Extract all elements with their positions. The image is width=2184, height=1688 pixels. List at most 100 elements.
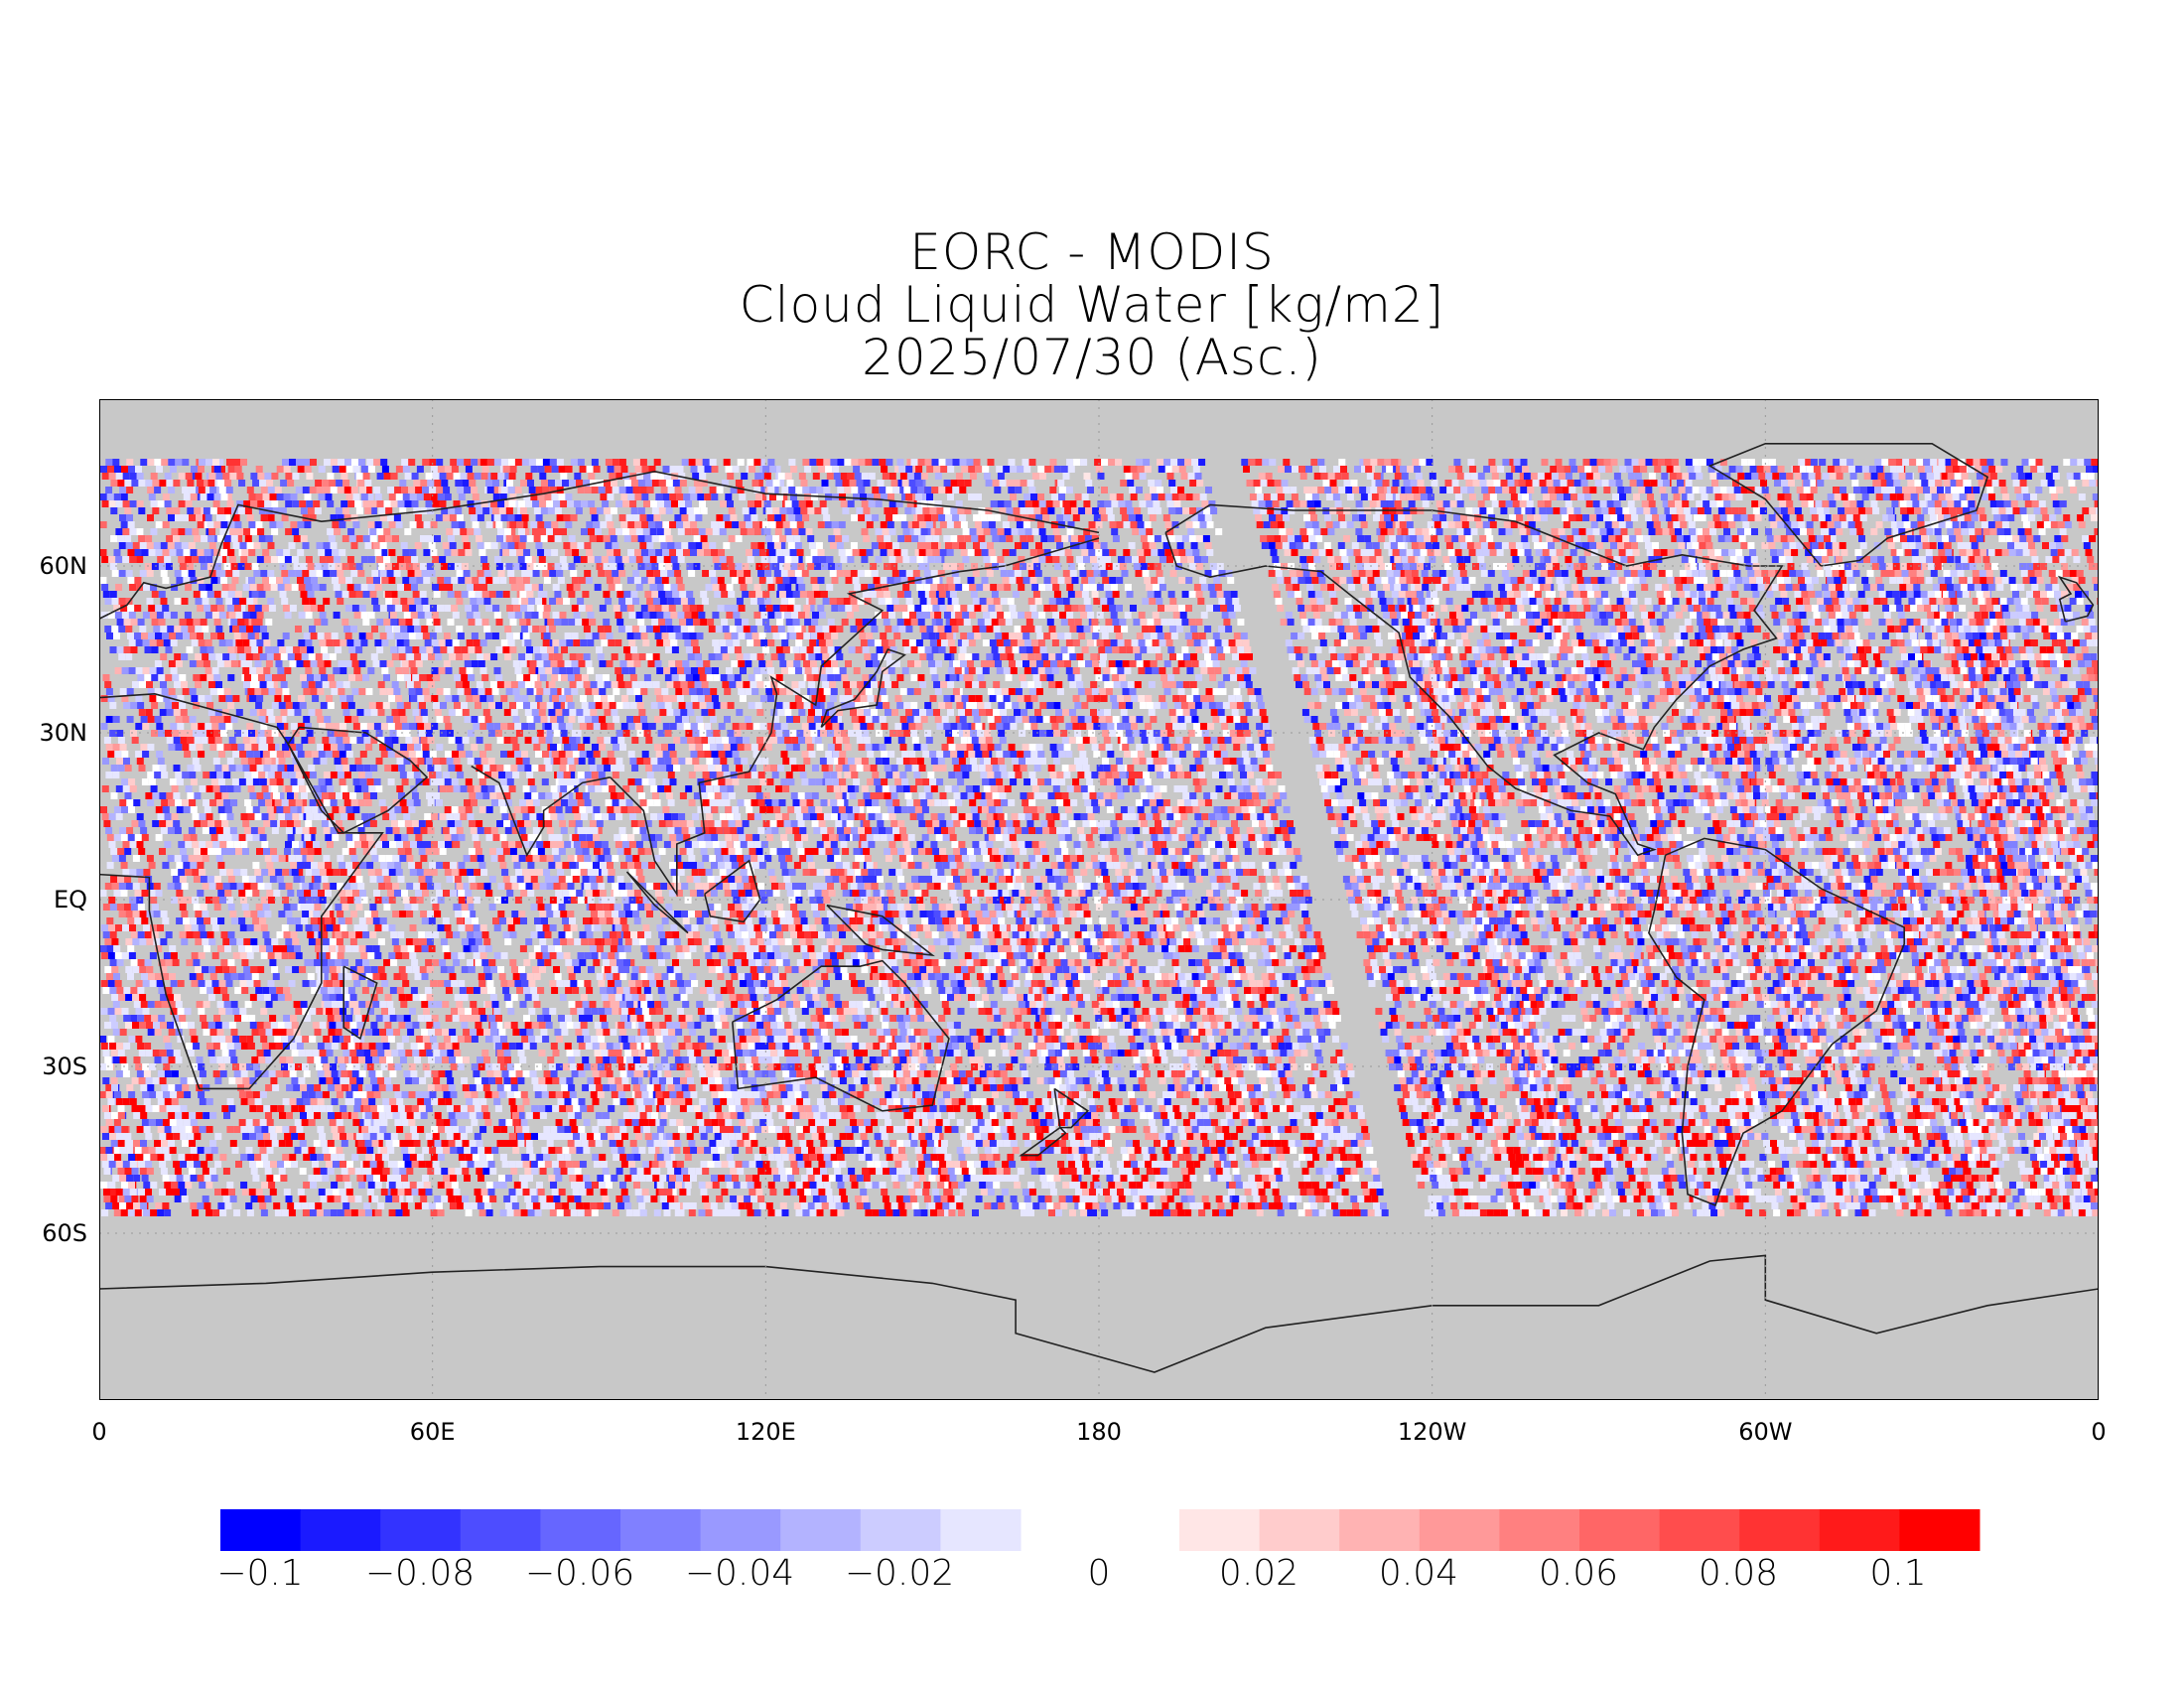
swath-pixel (2037, 521, 2044, 528)
swath-pixel (622, 500, 629, 507)
swath-pixel (1168, 591, 1175, 598)
swath-pixel (1024, 577, 1030, 584)
swath-pixel (2017, 584, 2024, 591)
swath-pixel (711, 549, 718, 556)
swath-pixel (2084, 459, 2091, 466)
swath-pixel (1195, 473, 1202, 480)
swath-pixel (1472, 507, 1479, 514)
swath-pixel (1573, 591, 1580, 598)
swath-pixel (744, 514, 751, 521)
swath-pixel (1812, 514, 1819, 521)
swath-pixel (739, 577, 746, 584)
swath-pixel (1160, 556, 1166, 563)
swath-pixel (194, 507, 201, 514)
swath-pixel (553, 612, 560, 619)
swath-pixel (1467, 459, 1474, 466)
swath-pixel (788, 570, 795, 577)
swath-pixel (1979, 577, 1986, 584)
swath-pixel (1483, 466, 1490, 473)
swath-pixel (465, 605, 472, 612)
swath-pixel (1596, 542, 1603, 549)
swath-pixel (1972, 542, 1979, 549)
swath-pixel (357, 480, 364, 487)
swath-pixel (1148, 591, 1155, 598)
swath-pixel (204, 507, 210, 514)
swath-pixel (752, 549, 759, 556)
swath-pixel (699, 473, 706, 480)
swath-pixel (1995, 549, 2002, 556)
swath-pixel (1367, 473, 1374, 480)
swath-pixel (1851, 480, 1858, 487)
swath-pixel (1824, 598, 1831, 605)
swath-pixel (409, 549, 416, 556)
swath-pixel (690, 605, 697, 612)
swath-pixel (1155, 563, 1161, 570)
swath-pixel (980, 542, 987, 549)
swath-pixel (1544, 556, 1551, 563)
swath-pixel (338, 459, 344, 466)
swath-pixel (650, 473, 657, 480)
swath-pixel (2026, 535, 2033, 542)
swath-pixel (503, 591, 510, 598)
swath-pixel (205, 556, 212, 563)
swath-pixel (793, 591, 800, 598)
swath-pixel (513, 605, 520, 612)
swath-pixel (879, 542, 886, 549)
swath-pixel (1755, 487, 1762, 493)
swath-pixel (453, 612, 460, 619)
swath-pixel (1645, 570, 1652, 577)
swath-pixel (161, 459, 168, 466)
swath-pixel (1506, 473, 1513, 480)
swath-pixel (1718, 507, 1725, 514)
swath-pixel (1739, 535, 1746, 542)
swath-pixel (1606, 612, 1613, 619)
swath-pixel (361, 612, 368, 619)
swath-pixel (1338, 487, 1345, 493)
swath-pixel (311, 577, 318, 584)
swath-pixel (1405, 487, 1412, 493)
swath-pixel (1297, 605, 1304, 612)
swath-pixel (852, 605, 859, 612)
swath-pixel (581, 528, 588, 535)
swath-pixel (1653, 605, 1660, 612)
swath-pixel (378, 535, 385, 542)
swath-pixel (1774, 535, 1781, 542)
swath-pixel (1024, 612, 1031, 619)
swath-pixel (525, 473, 532, 480)
swath-pixel (1832, 598, 1839, 605)
swath-pixel (105, 459, 112, 466)
swath-pixel (1403, 563, 1410, 570)
swath-pixel (671, 556, 678, 563)
swath-pixel (1076, 556, 1083, 563)
swath-pixel (930, 584, 937, 591)
swath-pixel (357, 570, 364, 577)
swath-pixel (1038, 612, 1045, 619)
swath-pixel (636, 584, 643, 591)
swath-pixel (1822, 528, 1829, 535)
swath-pixel (1605, 549, 1612, 556)
swath-pixel (650, 528, 657, 535)
swath-pixel (184, 549, 191, 556)
swath-pixel (611, 535, 617, 542)
swath-pixel (918, 535, 925, 542)
swath-pixel (795, 487, 802, 493)
swath-pixel (1452, 480, 1459, 487)
swath-pixel (919, 549, 926, 556)
swath-pixel (749, 466, 755, 473)
swath-pixel (1143, 570, 1150, 577)
swath-pixel (1709, 584, 1716, 591)
swath-pixel (950, 591, 957, 598)
swath-pixel (361, 556, 368, 563)
swath-pixel (1961, 556, 1968, 563)
swath-pixel (1740, 542, 1747, 549)
swath-pixel (1435, 584, 1442, 591)
swath-pixel (666, 507, 673, 514)
swath-pixel (373, 487, 380, 493)
swath-pixel (318, 549, 325, 556)
swath-pixel (826, 556, 833, 563)
swath-pixel (1453, 487, 1460, 493)
swath-pixel (2061, 535, 2068, 542)
swath-pixel (2036, 459, 2043, 466)
swath-pixel (147, 514, 154, 521)
swath-pixel (175, 570, 182, 577)
